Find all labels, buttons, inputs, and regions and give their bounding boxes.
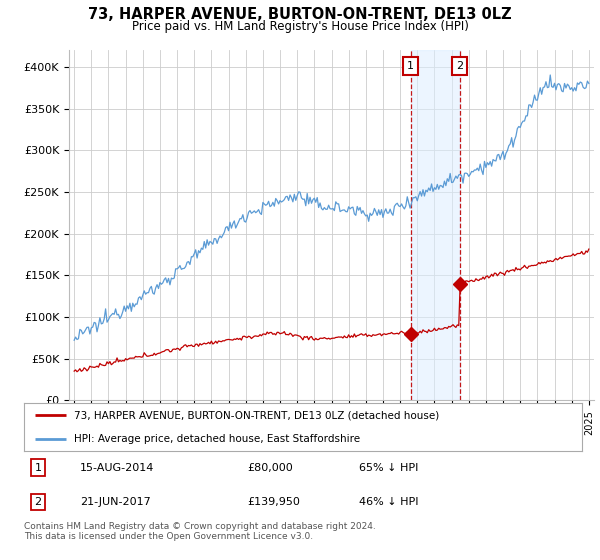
Text: Price paid vs. HM Land Registry's House Price Index (HPI): Price paid vs. HM Land Registry's House …	[131, 20, 469, 32]
Text: £139,950: £139,950	[247, 497, 300, 507]
Text: 1: 1	[34, 463, 41, 473]
Text: £80,000: £80,000	[247, 463, 293, 473]
Bar	[411, 50, 460, 400]
Text: HPI: Average price, detached house, East Staffordshire: HPI: Average price, detached house, East…	[74, 434, 361, 444]
Text: 46% ↓ HPI: 46% ↓ HPI	[359, 497, 418, 507]
Text: 15-AUG-2014: 15-AUG-2014	[80, 463, 154, 473]
Text: 21-JUN-2017: 21-JUN-2017	[80, 497, 151, 507]
Text: Contains HM Land Registry data © Crown copyright and database right 2024.
This d: Contains HM Land Registry data © Crown c…	[24, 522, 376, 542]
Text: 65% ↓ HPI: 65% ↓ HPI	[359, 463, 418, 473]
Text: 73, HARPER AVENUE, BURTON-ON-TRENT, DE13 0LZ (detached house): 73, HARPER AVENUE, BURTON-ON-TRENT, DE13…	[74, 410, 439, 420]
Text: 2: 2	[34, 497, 41, 507]
Text: 73, HARPER AVENUE, BURTON-ON-TRENT, DE13 0LZ: 73, HARPER AVENUE, BURTON-ON-TRENT, DE13…	[88, 7, 512, 22]
Text: 1: 1	[407, 61, 414, 71]
Text: 2: 2	[456, 61, 463, 71]
